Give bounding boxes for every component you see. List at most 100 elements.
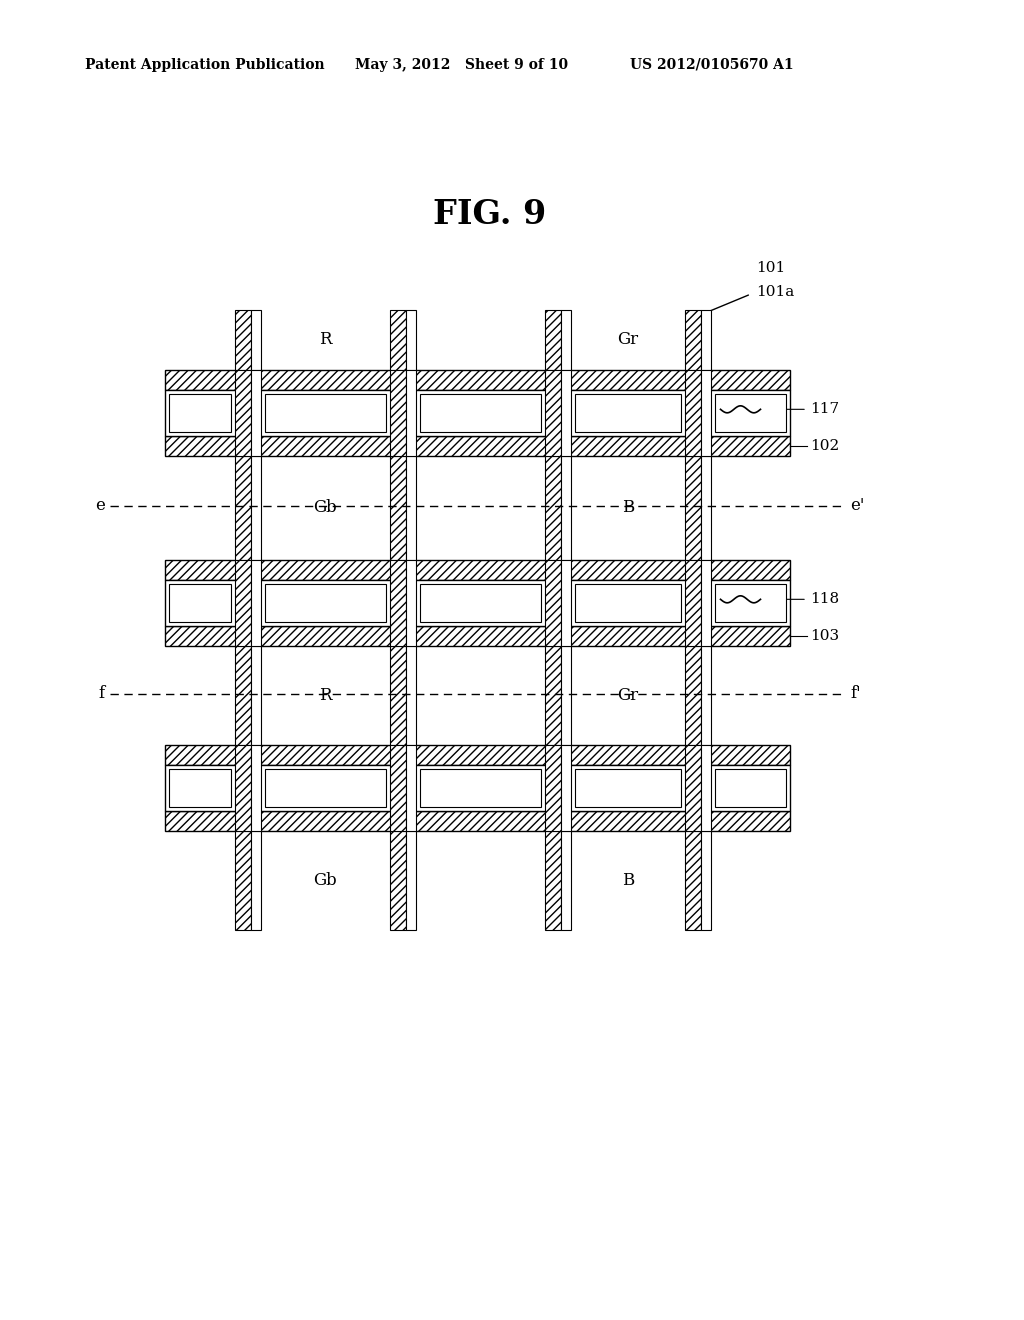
Bar [406, 455, 416, 560]
Bar [406, 310, 416, 370]
Bar [685, 455, 701, 560]
Bar [701, 310, 711, 370]
Text: 101a: 101a [756, 285, 795, 300]
Bar [406, 744, 416, 832]
Bar [715, 770, 786, 807]
Bar [165, 370, 790, 389]
Bar [165, 389, 790, 436]
Text: US 2012/0105670 A1: US 2012/0105670 A1 [630, 58, 794, 73]
Bar [545, 744, 561, 832]
Bar [406, 832, 416, 931]
Bar [390, 370, 406, 455]
Bar [701, 455, 711, 560]
Text: R: R [319, 331, 332, 348]
Bar [265, 770, 386, 807]
Bar [420, 583, 541, 622]
Bar [561, 832, 571, 931]
Bar [561, 370, 571, 455]
Bar [685, 832, 701, 931]
Bar [701, 370, 711, 455]
Bar [265, 583, 386, 622]
Bar [251, 370, 261, 455]
Text: Gb: Gb [313, 873, 337, 888]
Bar [251, 744, 261, 832]
Text: 118: 118 [810, 593, 839, 606]
Bar [561, 560, 571, 645]
Bar [685, 744, 701, 832]
Bar [234, 832, 251, 931]
Bar [545, 832, 561, 931]
Bar [685, 560, 701, 645]
Text: f': f' [850, 685, 860, 702]
Text: Patent Application Publication: Patent Application Publication [85, 58, 325, 73]
Bar [165, 766, 790, 810]
Bar [251, 645, 261, 744]
Bar [701, 560, 711, 645]
Bar [234, 645, 251, 744]
Bar [390, 560, 406, 645]
Bar [234, 455, 251, 560]
Text: FIG. 9: FIG. 9 [433, 198, 547, 231]
Bar [390, 645, 406, 744]
Text: B: B [622, 499, 634, 516]
Text: f: f [99, 685, 105, 702]
Bar [701, 832, 711, 931]
Bar [420, 393, 541, 432]
Bar [545, 560, 561, 645]
Bar [390, 310, 406, 370]
Text: e: e [95, 498, 105, 515]
Bar [234, 370, 251, 455]
Text: 103: 103 [810, 630, 839, 643]
Bar [575, 770, 681, 807]
Bar [545, 370, 561, 455]
Bar [575, 393, 681, 432]
Bar [390, 832, 406, 931]
Text: 117: 117 [810, 403, 839, 416]
Bar [169, 770, 231, 807]
Bar [685, 645, 701, 744]
Bar [545, 455, 561, 560]
Bar [165, 436, 790, 455]
Bar [234, 744, 251, 832]
Text: e': e' [850, 498, 864, 515]
Bar [406, 560, 416, 645]
Bar [561, 310, 571, 370]
Bar [715, 393, 786, 432]
Bar [561, 455, 571, 560]
Bar [390, 744, 406, 832]
Text: Gr: Gr [617, 686, 639, 704]
Bar [165, 810, 790, 832]
Bar [715, 583, 786, 622]
Bar [165, 626, 790, 645]
Bar [545, 310, 561, 370]
Bar [251, 560, 261, 645]
Bar [575, 583, 681, 622]
Bar [406, 645, 416, 744]
Bar [701, 645, 711, 744]
Bar [561, 645, 571, 744]
Bar [406, 370, 416, 455]
Bar [165, 579, 790, 626]
Bar [251, 455, 261, 560]
Text: 101: 101 [756, 261, 785, 275]
Bar [420, 770, 541, 807]
Text: Gr: Gr [617, 331, 639, 348]
Text: 102: 102 [810, 440, 840, 453]
Bar [234, 560, 251, 645]
Bar [165, 744, 790, 766]
Bar [234, 310, 251, 370]
Text: May 3, 2012   Sheet 9 of 10: May 3, 2012 Sheet 9 of 10 [355, 58, 568, 73]
Bar [390, 455, 406, 560]
Text: R: R [319, 686, 332, 704]
Bar [251, 310, 261, 370]
Text: B: B [622, 873, 634, 888]
Bar [251, 832, 261, 931]
Bar [701, 744, 711, 832]
Bar [685, 370, 701, 455]
Bar [265, 393, 386, 432]
Bar [165, 560, 790, 579]
Bar [169, 393, 231, 432]
Bar [685, 310, 701, 370]
Text: Gb: Gb [313, 499, 337, 516]
Bar [545, 645, 561, 744]
